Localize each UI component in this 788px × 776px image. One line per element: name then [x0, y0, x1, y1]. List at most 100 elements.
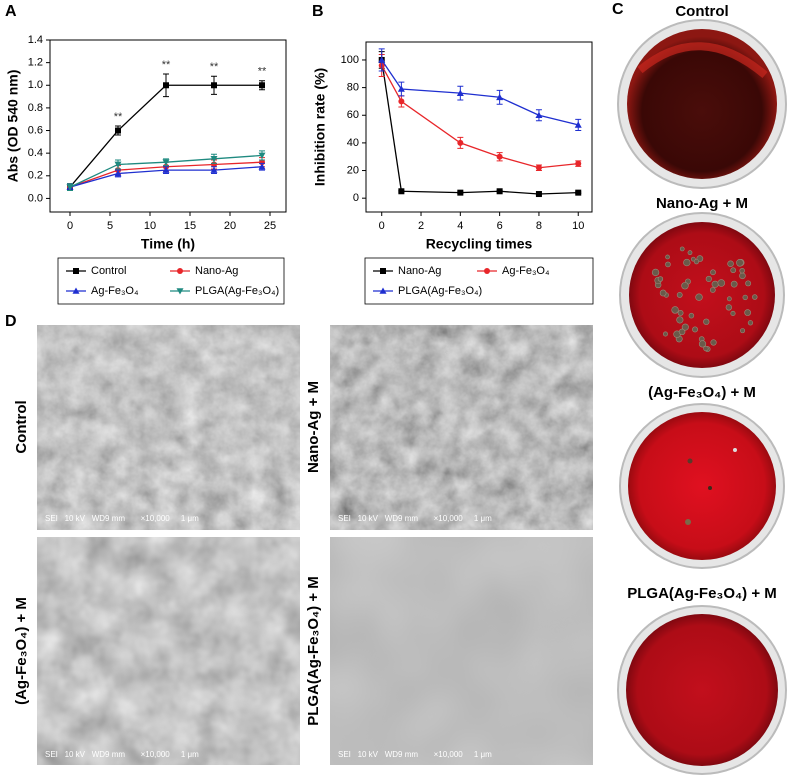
- marker: [162, 166, 170, 173]
- marker: [258, 163, 266, 170]
- legend-label: PLGA(Ag-Fe₃O₄): [398, 285, 482, 297]
- colony: [657, 276, 664, 282]
- y-tick-label: 0.2: [28, 170, 43, 182]
- x-tick-label: 25: [264, 220, 276, 232]
- colony: [744, 309, 752, 316]
- sem-label: PLGA(Ag-Fe₃O₄) + M: [305, 576, 322, 726]
- marker: [210, 166, 218, 173]
- colony: [692, 326, 698, 333]
- annotation: **: [258, 66, 267, 78]
- x-tick-label: 5: [107, 220, 113, 232]
- colony: [727, 260, 734, 268]
- colony: [710, 339, 717, 346]
- colony: [665, 261, 671, 268]
- colony: [651, 268, 660, 277]
- series-line: [381, 59, 579, 126]
- y-tick-label: 40: [347, 137, 359, 149]
- marker: [163, 82, 169, 89]
- sem-image: SEI 10 kV WD9 mm ×10,000 1 μm: [330, 325, 593, 530]
- x-tick-label: 0: [379, 220, 385, 232]
- colony: [681, 323, 689, 331]
- colony: [678, 328, 686, 336]
- colony: [726, 296, 732, 302]
- x-axis-title: Time (h): [141, 236, 195, 252]
- panel-label: B: [312, 3, 324, 20]
- dish-label: PLGA(Ag-Fe₃O₄) + M: [627, 585, 777, 602]
- marker: [496, 153, 503, 160]
- annotation: **: [210, 61, 219, 73]
- colony: [695, 293, 703, 301]
- x-tick-label: 8: [536, 220, 542, 232]
- legend-box: [57, 257, 285, 305]
- marker: [496, 93, 504, 101]
- sem-caption: SEI 10 kV WD9 mm ×10,000 1 μm: [338, 750, 492, 759]
- y-tick-label: 100: [341, 54, 359, 66]
- colony: [688, 312, 695, 319]
- colony: [710, 269, 716, 276]
- marker: [457, 189, 464, 196]
- sem-image: SEI 10 kV WD9 mm ×10,000 1 μm: [37, 537, 300, 765]
- marker: [211, 82, 217, 89]
- annotation: **: [162, 59, 171, 71]
- y-tick-label: 1.0: [28, 79, 43, 91]
- y-tick-label: 0.6: [28, 124, 43, 136]
- colony: [752, 294, 758, 300]
- colony: [662, 331, 668, 337]
- marker: [457, 139, 464, 146]
- x-tick-label: 15: [184, 220, 196, 232]
- colony: [683, 258, 691, 267]
- colony: [711, 280, 719, 288]
- marker: [398, 188, 405, 195]
- series-line: [381, 59, 579, 195]
- marker: [397, 85, 405, 92]
- y-tick-label: 0: [353, 192, 359, 204]
- colony: [676, 316, 684, 324]
- sem-label: Control: [13, 400, 30, 453]
- marker: [177, 268, 183, 274]
- sem-caption: SEI 10 kV WD9 mm ×10,000 1 μm: [45, 750, 199, 759]
- marker: [378, 56, 386, 63]
- y-tick-label: 0.0: [28, 192, 43, 204]
- sem-image: SEI 10 kV WD9 mm ×10,000 1 μm: [37, 325, 300, 530]
- marker: [72, 287, 80, 294]
- colony: [745, 280, 752, 287]
- marker: [484, 268, 490, 274]
- x-tick-label: 10: [144, 220, 156, 232]
- marker: [162, 159, 170, 166]
- marker: [575, 160, 582, 167]
- legend-label: Ag-Fe₃O₄: [91, 285, 139, 297]
- plot-frame: [49, 39, 287, 213]
- colony: [739, 272, 746, 280]
- colony: [671, 306, 679, 314]
- marker: [398, 98, 405, 105]
- marker: [535, 164, 542, 171]
- y-tick-label: 0.4: [28, 147, 43, 159]
- colony: [730, 310, 736, 316]
- y-tick-label: 1.4: [28, 34, 43, 46]
- marker: [176, 288, 184, 295]
- y-tick-label: 60: [347, 109, 359, 121]
- sem-image: SEI 10 kV WD9 mm ×10,000 1 μm: [330, 537, 593, 765]
- plot-frame: [365, 41, 593, 213]
- colony: [739, 268, 745, 274]
- marker: [258, 152, 266, 159]
- marker: [496, 188, 503, 195]
- x-tick-label: 10: [572, 220, 584, 232]
- marker: [73, 268, 79, 274]
- panel-label: D: [5, 313, 17, 330]
- marker: [535, 111, 543, 119]
- marker: [379, 287, 387, 294]
- y-axis-title: Inhibition rate (%): [312, 68, 328, 186]
- legend-box: [364, 257, 594, 305]
- x-tick-label: 2: [418, 220, 424, 232]
- dish-label: Control: [675, 3, 728, 20]
- colony: [730, 267, 737, 274]
- colony: [698, 340, 707, 348]
- sem-label: Nano-Ag + M: [305, 381, 322, 473]
- colony: [679, 246, 685, 252]
- colony: [736, 259, 744, 267]
- legend-label: Nano-Ag: [195, 265, 238, 277]
- petri-dish: [617, 19, 787, 189]
- marker: [259, 82, 265, 89]
